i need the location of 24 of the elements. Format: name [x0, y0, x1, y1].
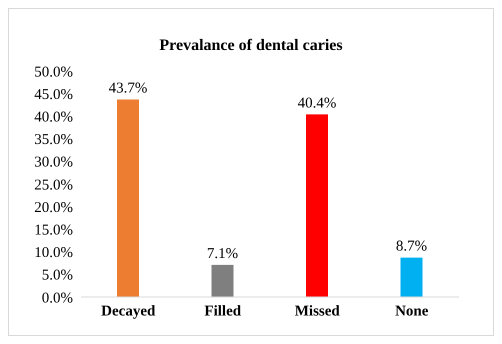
y-tick-label: 10.0% [34, 245, 73, 262]
x-tick-label: Missed [294, 304, 340, 320]
y-tick-label: 50.0% [34, 64, 73, 80]
y-tick-label: 0.0% [42, 290, 73, 306]
bar [212, 264, 234, 297]
y-tick-label: 35.0% [34, 132, 73, 148]
y-tick-label: 40.0% [34, 110, 73, 126]
y-tick-label: 25.0% [34, 177, 73, 194]
x-tick-label: None [395, 304, 429, 320]
y-tick-label: 20.0% [34, 200, 73, 216]
data-label: 8.7% [396, 238, 428, 255]
bar [400, 258, 422, 297]
y-tick-label: 45.0% [34, 86, 73, 103]
x-tick-label: Filled [204, 304, 242, 320]
y-tick-label: 15.0% [34, 222, 73, 239]
data-label: 7.1% [206, 246, 238, 262]
x-tick-label: Decayed [101, 304, 156, 320]
chart-title: Prevalance of dental caries [158, 37, 344, 55]
y-tick-label: 5.0% [42, 268, 73, 284]
data-label: 43.7% [108, 80, 148, 96]
bar [117, 99, 139, 297]
y-tick-label: 30.0% [34, 154, 73, 171]
bar [306, 114, 328, 297]
data-label: 40.4% [298, 95, 336, 112]
